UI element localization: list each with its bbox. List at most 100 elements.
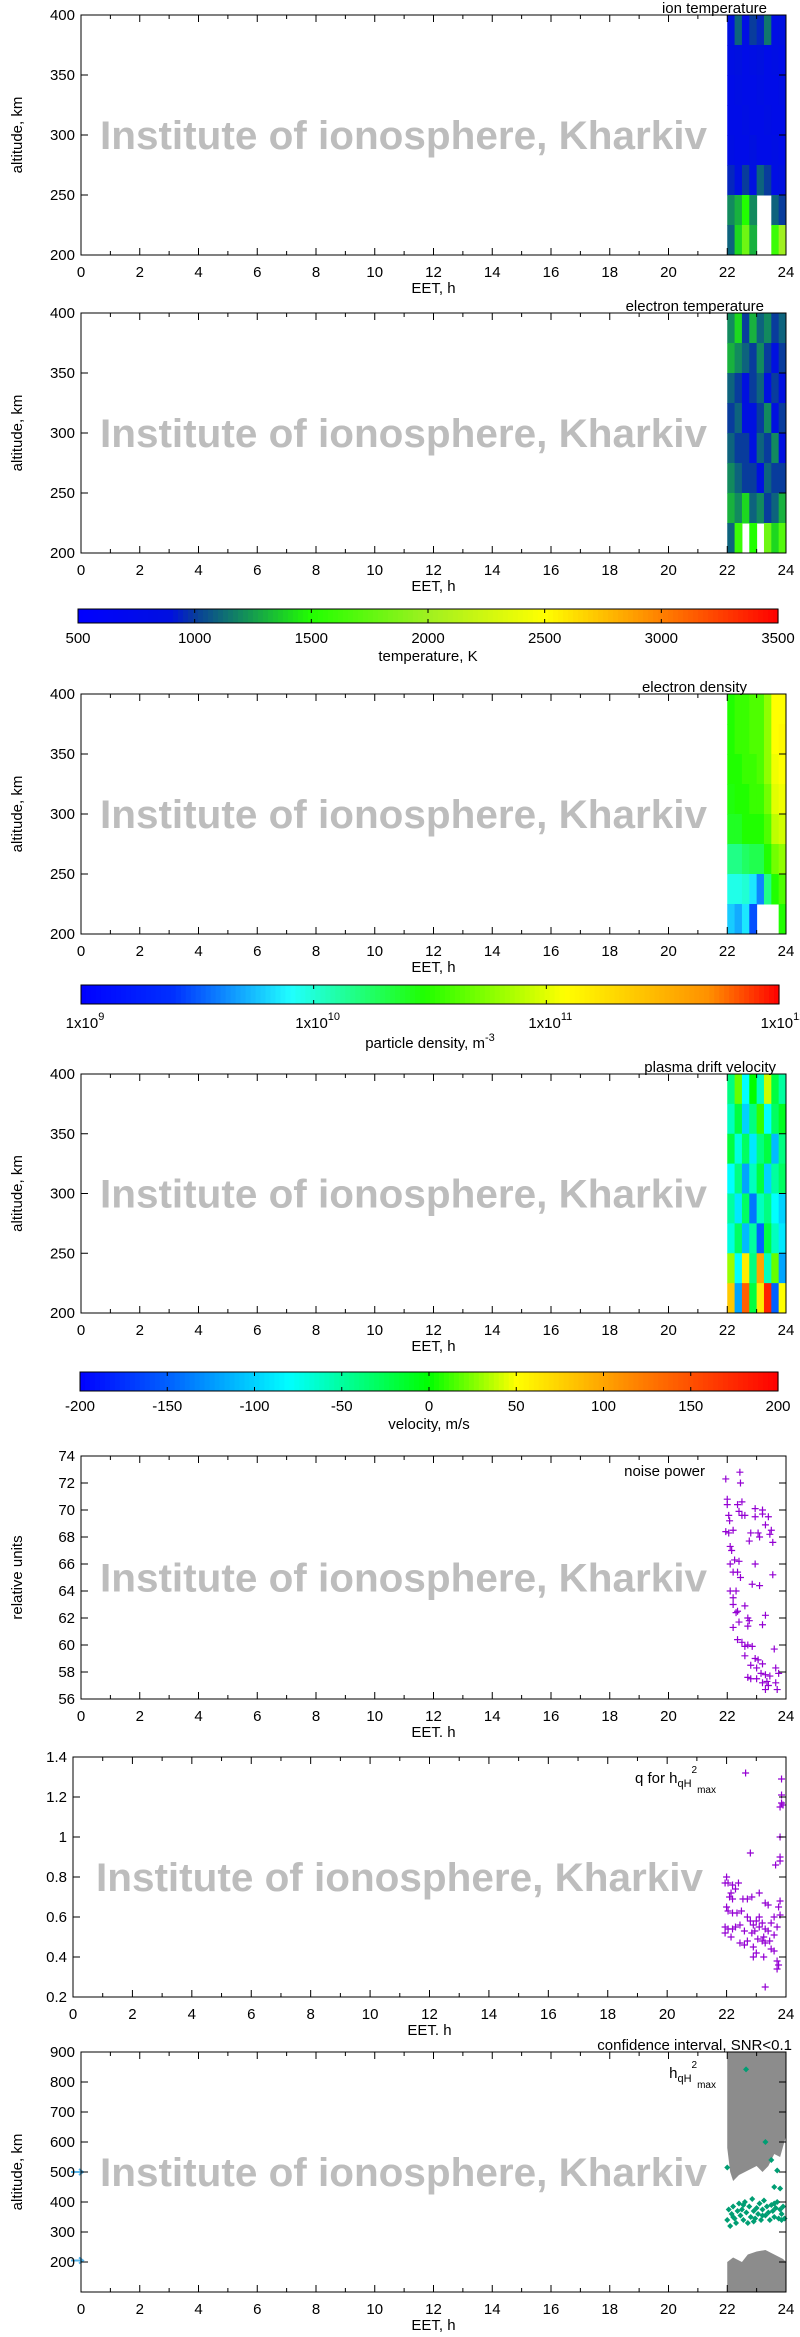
colorbar-segment [638,1372,644,1391]
heatmap-cell [727,1193,736,1224]
data-point [756,1582,764,1590]
heatmap-cell [771,1193,780,1224]
data-point [770,1947,778,1955]
colorbar-segment [154,1372,161,1391]
x-tick-label: 10 [366,562,383,579]
x-tick-label: 14 [484,2301,501,2318]
colorbar-segment [548,609,554,623]
heatmap-cell [771,433,780,464]
x-tick-label: 4 [194,943,202,960]
colorbar-tick-label: 2000 [411,630,444,647]
data-point [749,2196,756,2202]
heatmap-cell [763,15,772,46]
colorbar-segment [448,1372,455,1391]
colorbar-2: -200 -150 -100 -50 0 50 100 150 200 velocity, m/s [65,1371,791,1433]
colorbar-segment [300,985,306,1004]
heatmap-cell [756,15,765,46]
colorbar-segment [753,609,759,623]
colorbar-segment [503,609,509,623]
colorbar-segment [144,1372,151,1391]
colorbar-segment [135,985,142,1004]
x-tick-label: 10 [366,943,383,960]
heatmap-cell [763,1074,772,1105]
heatmap-cell [756,403,765,434]
heatmap-cell [763,135,772,166]
colorbar-segment [689,985,695,1004]
heatmap-cell [771,15,780,46]
colorbar-segment [244,1372,251,1391]
data-point [743,2209,750,2216]
x-tick-label: 8 [312,562,320,579]
colorbar-label-sup: -3 [485,1032,495,1044]
colorbar-segment [210,985,217,1004]
heatmap-cell [771,1253,780,1284]
data-point [732,1587,740,1595]
colorbar-segment [415,985,421,1004]
data-point [770,1931,778,1939]
colorbar-segment [528,1372,535,1391]
colorbar-segment [170,985,177,1004]
heatmap-cell [763,784,772,815]
heatmap-cell [727,1253,736,1284]
heatmap-cell [727,15,736,46]
heatmap-cell [727,105,736,136]
colorbar-segment [758,1372,764,1391]
heatmap-cell [749,1193,758,1224]
colorbar-label-text: velocity, m/s [388,1416,469,1433]
data-point [736,1939,744,1947]
colorbar-segment [454,985,461,1004]
heatmap-cell [734,754,743,785]
y-tick-label: 200 [50,926,75,943]
colorbar-segment [729,985,735,1004]
colorbar-segment [109,1372,116,1391]
heatmap-cell [734,373,743,404]
colorbar-segment [279,1372,286,1391]
colorbar-segment [414,1372,420,1391]
x-axis-label: EET, h [411,1338,455,1355]
colorbar-segment [698,1372,704,1391]
y-axis-label: relative units [9,1535,26,1619]
heatmap-cell [734,493,743,524]
colorbar-segment [163,609,169,623]
heatmap-cell [778,195,787,226]
colorbar-segment [594,985,601,1004]
y-tick-label: 250 [50,187,75,204]
colorbar-segment [688,609,694,623]
data-point [778,2217,785,2223]
heatmap-cell [756,754,765,785]
data-point [763,1677,771,1685]
data-point [755,1889,763,1897]
x-tick-label: 16 [543,1708,560,1725]
x-tick-label: 6 [253,1708,261,1725]
colorbar-segment [314,1372,320,1391]
data-point [735,1507,743,1515]
colorbar-label-text: particle density, m [365,1035,485,1052]
heatmap-cell [756,1253,765,1284]
colorbar-segment [744,985,750,1004]
heatmap-cell [763,433,772,464]
colorbar-segment [459,985,466,1004]
colorbar-segment [215,985,222,1004]
heatmap-cell [727,433,736,464]
chart-title: electron temperature [626,298,764,315]
colorbar-tick-label: 150 [678,1398,703,1415]
heatmap-cell [756,784,765,815]
heatmap-cell [771,1223,780,1254]
colorbar-segment [295,985,301,1004]
x-tick-label: 18 [601,1708,618,1725]
colorbar-segment [653,1372,659,1391]
y-axis-label: altitude, km [9,97,26,174]
heatmap-cell [727,814,736,845]
colorbar-segment [330,985,336,1004]
colorbar-segment [115,985,122,1004]
colorbar-segment [474,985,481,1004]
data-point [726,1542,734,1550]
tick-exponent: 11 [561,1011,572,1023]
colorbar-segment [734,985,740,1004]
colorbar-segment [488,609,494,623]
colorbar-segment [334,1372,340,1391]
data-point [762,2139,769,2145]
x-tick-label: 20 [660,1708,677,1725]
heatmap-cell [741,874,750,905]
data-point [743,1913,751,1921]
